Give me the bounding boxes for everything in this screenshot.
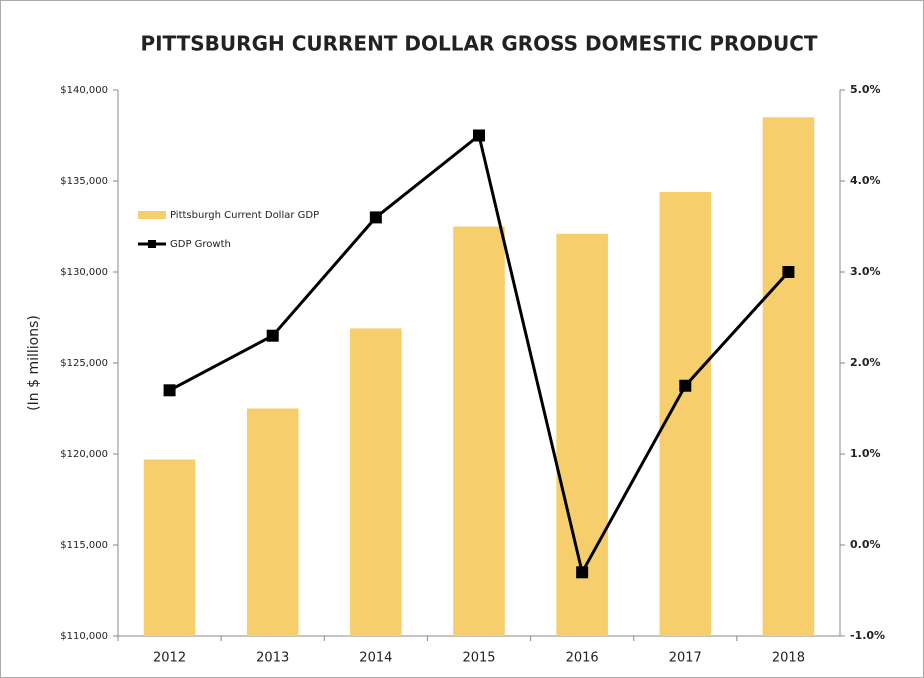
y2-tick-label: -1.0% bbox=[850, 629, 885, 642]
y-tick-label: $130,000 bbox=[60, 267, 108, 278]
bar bbox=[659, 191, 712, 637]
y-tick-label: $120,000 bbox=[60, 449, 108, 460]
y-axis-label: (In $ millions) bbox=[26, 315, 42, 411]
line-marker bbox=[369, 211, 382, 224]
line-marker bbox=[163, 384, 176, 397]
y2-tick-label: 5.0% bbox=[850, 83, 881, 96]
bar bbox=[350, 328, 402, 636]
x-tick-label: 2016 bbox=[566, 651, 599, 666]
y2-tick-label: 0.0% bbox=[850, 538, 881, 551]
legend-label: Pittsburgh Current Dollar GDP bbox=[170, 210, 319, 221]
x-tick-label: 2018 bbox=[772, 651, 805, 666]
x-tick-label: 2015 bbox=[462, 651, 495, 666]
legend-label: GDP Growth bbox=[170, 239, 231, 250]
y-tick-label: $125,000 bbox=[60, 358, 108, 369]
legend-swatch-marker bbox=[148, 240, 156, 248]
line-marker bbox=[266, 329, 279, 342]
bar bbox=[246, 408, 299, 636]
line-marker bbox=[473, 129, 485, 142]
chart-title: PITTSBURGH CURRENT DOLLAR GROSS DOMESTIC… bbox=[140, 32, 817, 56]
y2-tick-label: 4.0% bbox=[850, 174, 881, 187]
line-marker bbox=[679, 379, 692, 392]
y2-tick-label: 2.0% bbox=[850, 356, 881, 369]
y-tick-label: $115,000 bbox=[60, 540, 108, 551]
bar bbox=[762, 117, 815, 637]
x-tick-label: 2017 bbox=[669, 651, 702, 666]
y-tick-label: $135,000 bbox=[60, 176, 108, 187]
line-marker bbox=[576, 566, 589, 579]
y-tick-label: $110,000 bbox=[60, 631, 108, 642]
bar bbox=[143, 459, 196, 636]
y2-tick-label: 3.0% bbox=[850, 265, 881, 278]
y2-tick-label: 1.0% bbox=[850, 447, 881, 460]
bar bbox=[453, 226, 505, 636]
x-tick-label: 2013 bbox=[256, 651, 289, 666]
x-tick-label: 2012 bbox=[153, 651, 186, 666]
x-tick-label: 2014 bbox=[359, 651, 392, 666]
y-tick-label: $140,000 bbox=[60, 85, 108, 96]
line-marker bbox=[782, 266, 795, 278]
legend-swatch bbox=[138, 211, 166, 219]
